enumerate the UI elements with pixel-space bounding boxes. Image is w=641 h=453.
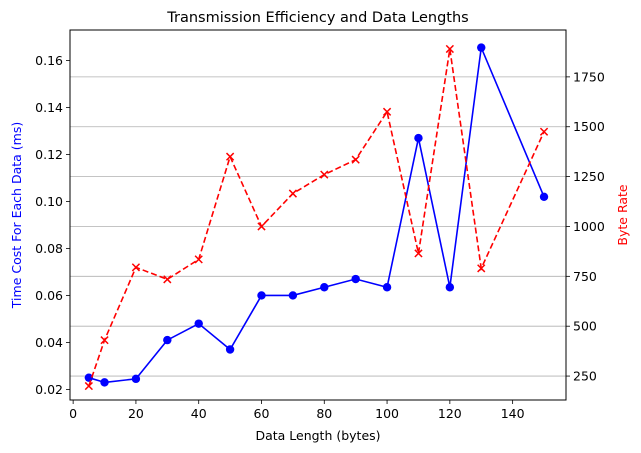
series-1-point: [288, 291, 298, 300]
series-2-point: [131, 263, 141, 272]
series-2-point: [257, 222, 266, 231]
series-1-point: [320, 283, 329, 292]
y-right-tick-label: 750: [573, 269, 597, 284]
series-2-point: [163, 275, 172, 284]
y-right-tick-label: 250: [573, 369, 597, 384]
series-2-point: [477, 264, 486, 273]
series-1-point: [414, 133, 423, 143]
x-tick-label: 20: [128, 406, 144, 421]
series-1-point: [382, 283, 392, 292]
plot-frame: [69, 29, 567, 401]
series-2-point: [414, 249, 423, 258]
series-2-point: [288, 189, 298, 198]
y-right-tick-label: 1250: [573, 169, 605, 184]
x-tick-label: 100: [375, 406, 399, 421]
y-left-tick-label: 0.04: [35, 335, 63, 350]
series-2-line: [88, 48, 545, 387]
series-2-point: [100, 336, 109, 345]
y-left-tick-label: 0.08: [35, 241, 63, 256]
y-right-tick-label: 500: [573, 319, 597, 334]
series-2-point: [320, 170, 329, 179]
y-axis-left: 0.02 0.04 0.06 0.08 0.10 0.12 0.14 0.16: [35, 53, 70, 397]
x-axis-label: Data Length (bytes): [255, 428, 380, 443]
series-2-point: [382, 107, 392, 116]
series-1-point: [477, 43, 486, 52]
x-tick-label: 140: [501, 406, 525, 421]
series-2-point: [194, 255, 203, 264]
y-left-tick-label: 0.16: [35, 53, 63, 68]
y-axis-left-label: Time Cost For Each Data (ms): [9, 122, 24, 309]
y-left-tick-label: 0.14: [35, 100, 63, 115]
y-axis-right: 250 500 750 1000 1250 1500 1750: [566, 69, 605, 384]
x-tick-label: 80: [316, 406, 332, 421]
series-2-point: [445, 44, 454, 54]
y-left-tick-label: 0.02: [35, 382, 63, 397]
x-tick-label: 0: [69, 406, 77, 421]
chart-title: Transmission Efficiency and Data Lengths: [166, 10, 468, 26]
series-2-point: [351, 155, 360, 164]
series-1-point: [194, 319, 203, 328]
series-1-point: [445, 283, 455, 292]
x-tick-label: 120: [438, 406, 462, 421]
series-1-line: [88, 44, 545, 384]
series-2-point: [539, 127, 549, 136]
y-right-tick-label: 1500: [573, 119, 605, 134]
series-1-point: [351, 274, 360, 284]
y-axis-right-label: Byte Rate: [615, 184, 630, 246]
series-1-point: [100, 378, 109, 387]
x-tick-label: 40: [191, 406, 207, 421]
series-1-point: [257, 291, 266, 300]
series-1-point: [163, 335, 172, 345]
y-left-tick-label: 0.06: [35, 288, 63, 303]
y-left-tick-label: 0.10: [35, 194, 63, 209]
series-1-point: [84, 373, 94, 382]
x-tick-label: 60: [254, 406, 270, 421]
y-right-tick-label: 1000: [573, 219, 605, 234]
x-axis: 0 20 40 60 80 100 120 140: [69, 400, 525, 421]
y-right-tick-label: 1750: [573, 69, 605, 84]
y-left-tick-label: 0.12: [35, 147, 63, 162]
series-1-point: [539, 192, 549, 201]
series-1-point: [131, 374, 141, 384]
series-layer: [84, 43, 549, 391]
series-2-point: [84, 381, 93, 391]
series-1-point: [225, 345, 235, 354]
series-2-point: [225, 152, 235, 161]
grid-lines: [70, 76, 566, 377]
